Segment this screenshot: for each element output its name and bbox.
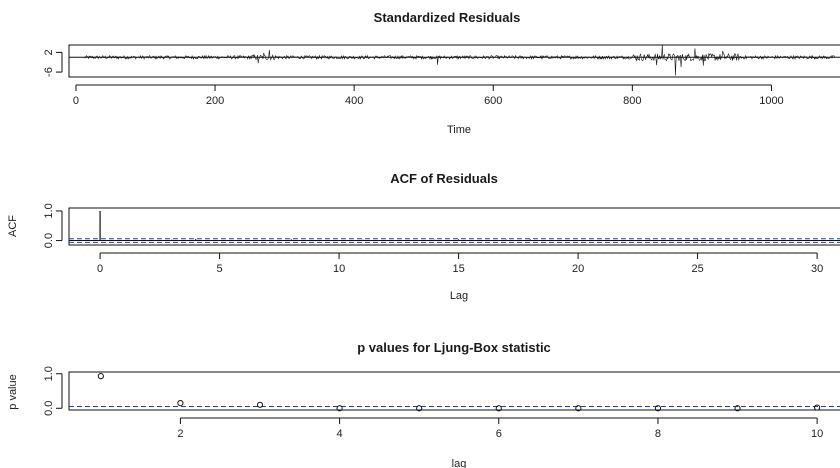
x-tick-label: 6 (496, 428, 502, 440)
p-value-point (256, 401, 264, 408)
x-tick-label: 2 (177, 428, 183, 440)
plot-frame (68, 371, 840, 411)
p-value-point (814, 404, 821, 411)
p-value-point (336, 405, 343, 412)
plot-frame (68, 44, 840, 78)
x-tick-label: 10 (333, 263, 345, 275)
p-value-point (416, 405, 423, 412)
x-tick-label: 600 (484, 95, 502, 107)
x-tick-label: 8 (655, 428, 661, 440)
p-value-point (495, 405, 502, 412)
y-tick-label: 0.0 (43, 401, 55, 416)
x-tick-label: 4 (337, 428, 343, 440)
panel-standardized-residuals: Standardized Residuals 0 200 400 600 800 1000… (43, 10, 840, 136)
y-axis-label: ACF (7, 215, 19, 237)
p-value-point (654, 405, 662, 412)
y-tick-label: 2 (43, 49, 55, 55)
chart-title: p values for Ljung-Box statistic (357, 340, 551, 355)
x-tick-label: 200 (206, 95, 224, 107)
y-axis-label: p value (7, 374, 19, 409)
y-tick-label: -6 (43, 67, 55, 77)
x-tick-label: 25 (691, 263, 703, 275)
y-tick-label: 1.0 (43, 203, 55, 218)
x-axis-label: Lag (450, 290, 468, 302)
chart-title: ACF of Residuals (390, 171, 498, 186)
x-tick-label: 800 (623, 95, 641, 107)
x-tick-label: 10 (811, 428, 823, 440)
x-tick-label: 20 (572, 263, 584, 275)
panel-acf: ACF of Residuals 0 5 10 15 20 25 30 0.0 1.0 Lag… (7, 171, 840, 302)
panel-ljung-box: p values for Ljung-Box statistic 2 4 6 8 10 … (7, 340, 840, 468)
y-tick-label: 1.0 (43, 366, 55, 381)
x-tick-label: 0 (97, 263, 103, 275)
x-tick-label: 5 (217, 263, 223, 275)
residuals-series (84, 44, 836, 76)
x-tick-label: 1000 (759, 95, 783, 107)
x-axis-label: Time (447, 124, 471, 136)
p-value-point (734, 405, 741, 412)
x-tick-label: 0 (73, 95, 79, 107)
plot-frame (68, 207, 840, 246)
x-tick-label: 400 (345, 95, 363, 107)
p-value-point (177, 399, 184, 407)
p-value-point (97, 373, 104, 380)
chart-title: Standardized Residuals (374, 10, 521, 25)
y-tick-label: 0.0 (43, 233, 55, 248)
x-tick-label: 30 (811, 263, 823, 275)
x-axis-label: lag (452, 458, 467, 468)
x-tick-label: 15 (452, 263, 464, 275)
p-value-point (575, 405, 582, 412)
